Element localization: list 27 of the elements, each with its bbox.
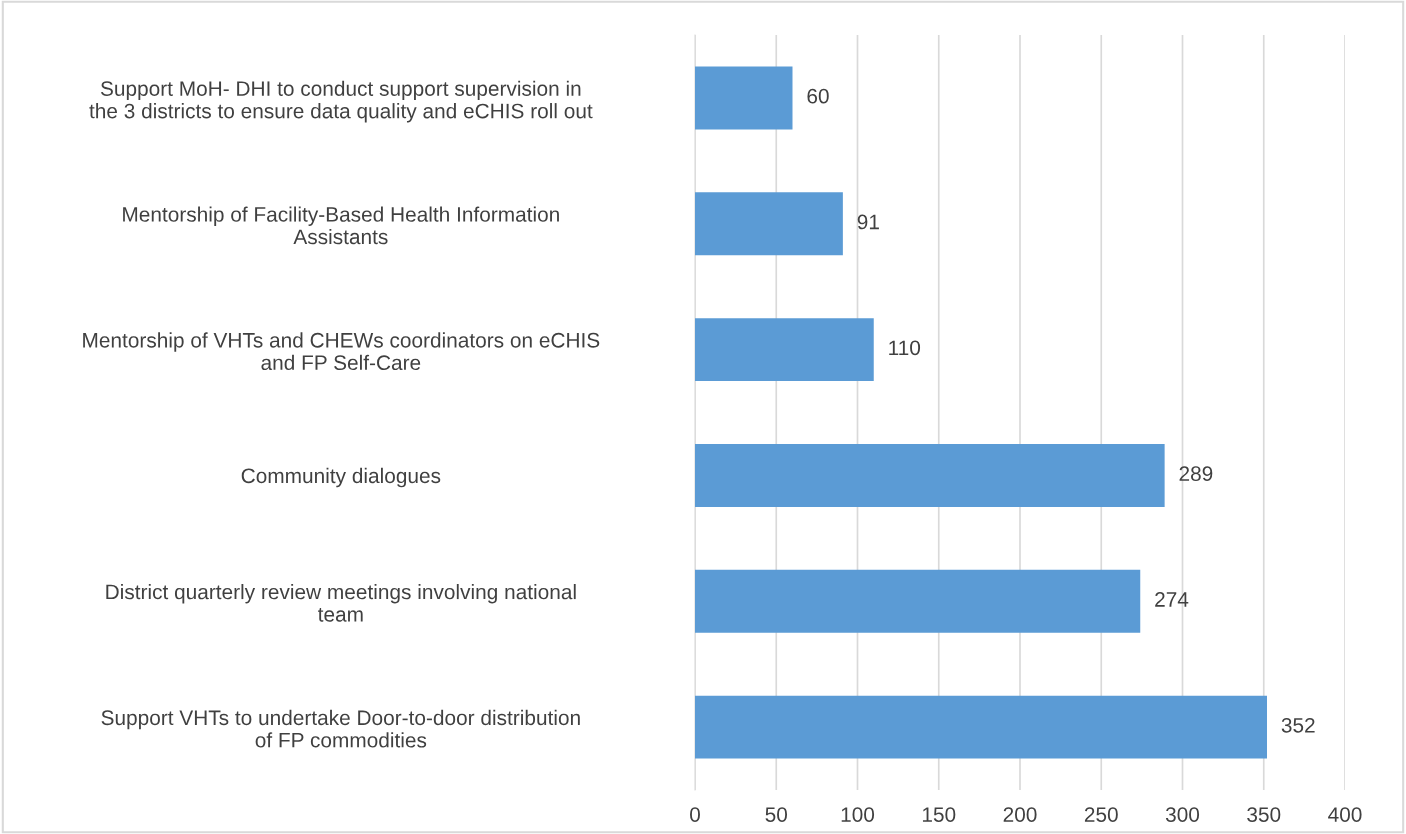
bar (695, 443, 1165, 507)
y-tick-label: Support MoH- DHI to conduct support supervision in the 3 districts to ensure data quality and eCHIS roll out (89, 80, 593, 123)
x-tick-label: 350 (1247, 807, 1281, 822)
x-tick-label: 50 (765, 807, 788, 822)
data-label: 91 (857, 214, 879, 230)
bar (695, 192, 843, 256)
data-label: 110 (889, 340, 921, 356)
data-label: 60 (807, 88, 829, 104)
bar (695, 569, 1141, 633)
x-tick-label: 0 (690, 807, 700, 822)
y-tick-label: Mentorship of VHTs and CHEWs coordinators on eCHIS and FP Self-Care (83, 332, 600, 371)
bar (695, 66, 793, 130)
x-tick-label: 300 (1165, 807, 1200, 822)
y-tick-label: Mentorship of Facility-Based Health Information Assistants (123, 206, 559, 245)
x-tick-label: 150 (922, 807, 956, 822)
data-label: 274 (1155, 592, 1189, 607)
data-label: 289 (1179, 466, 1213, 482)
x-tick-label: 400 (1328, 807, 1362, 822)
bar (695, 318, 874, 382)
y-tick-label: District quarterly review meetings involving national team (106, 583, 576, 622)
y-tick-label: Community dialogues (241, 467, 441, 488)
bar (695, 695, 1267, 759)
x-tick-label: 200 (1003, 807, 1037, 822)
x-tick-label: 100 (841, 807, 875, 822)
y-tick-label: Support VHTs to undertake Door-to-door distribution of FP commodities (101, 709, 580, 748)
data-label: 352 (1281, 717, 1315, 733)
x-tick-label: 250 (1084, 807, 1118, 822)
